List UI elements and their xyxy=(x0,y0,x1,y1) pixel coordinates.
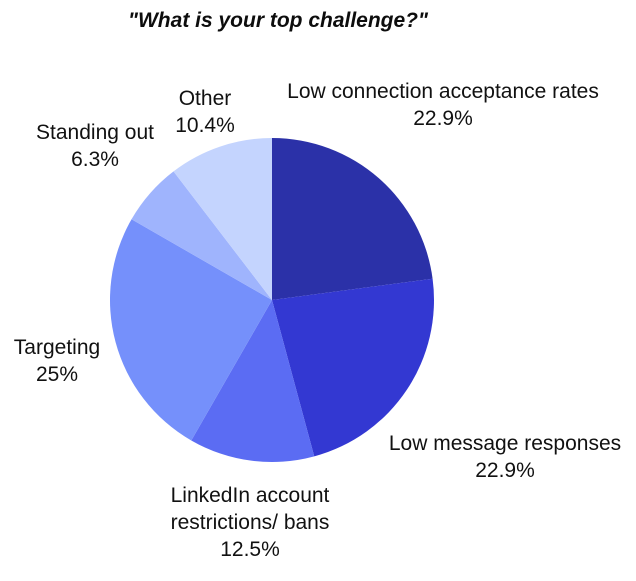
pie-slice-targeting xyxy=(109,219,272,441)
slice-label-line: Low connection acceptance rates xyxy=(287,80,599,103)
slice-label-targeting: Targeting 25% xyxy=(14,334,100,388)
slice-label-line: 25% xyxy=(35,363,79,386)
slice-label-line: 22.9% xyxy=(475,459,535,482)
slice-label-line: 10.4% xyxy=(175,114,235,137)
slice-label-line: Standing out xyxy=(36,121,154,144)
slice-label-line: Targeting xyxy=(13,336,101,359)
pie-slice-low-message-responses xyxy=(272,278,434,457)
pie-slice-standing-out xyxy=(131,171,272,300)
slice-label-other: Other 10.4% xyxy=(175,85,235,139)
pie-slice-other xyxy=(173,138,272,300)
pie-slice-low-connection-acceptance-rates xyxy=(272,138,433,300)
slice-label-line: Low message responses xyxy=(388,432,622,455)
slice-label-line: Other xyxy=(178,87,232,110)
slice-label-line: 12.5% xyxy=(220,538,280,561)
slice-label-low-connection-acceptance-rates: Low connection acceptance rates 22.9% xyxy=(287,78,599,132)
slice-label-line: 22.9% xyxy=(413,107,473,130)
slice-label-line: LinkedIn account xyxy=(170,484,330,507)
slice-label-line: 6.3% xyxy=(71,148,119,171)
slice-label-linkedin-account-restrictions-bans: LinkedIn account restrictions/ bans 12.5% xyxy=(171,482,330,563)
slice-label-standing-out: Standing out 6.3% xyxy=(36,119,154,173)
slice-label-low-message-responses: Low message responses 22.9% xyxy=(389,430,621,484)
chart-title: "What is your top challenge?" xyxy=(128,9,428,32)
pie-slice-linkedin-account-restrictions-bans xyxy=(191,300,315,463)
slice-label-line: restrictions/ bans xyxy=(170,511,330,534)
